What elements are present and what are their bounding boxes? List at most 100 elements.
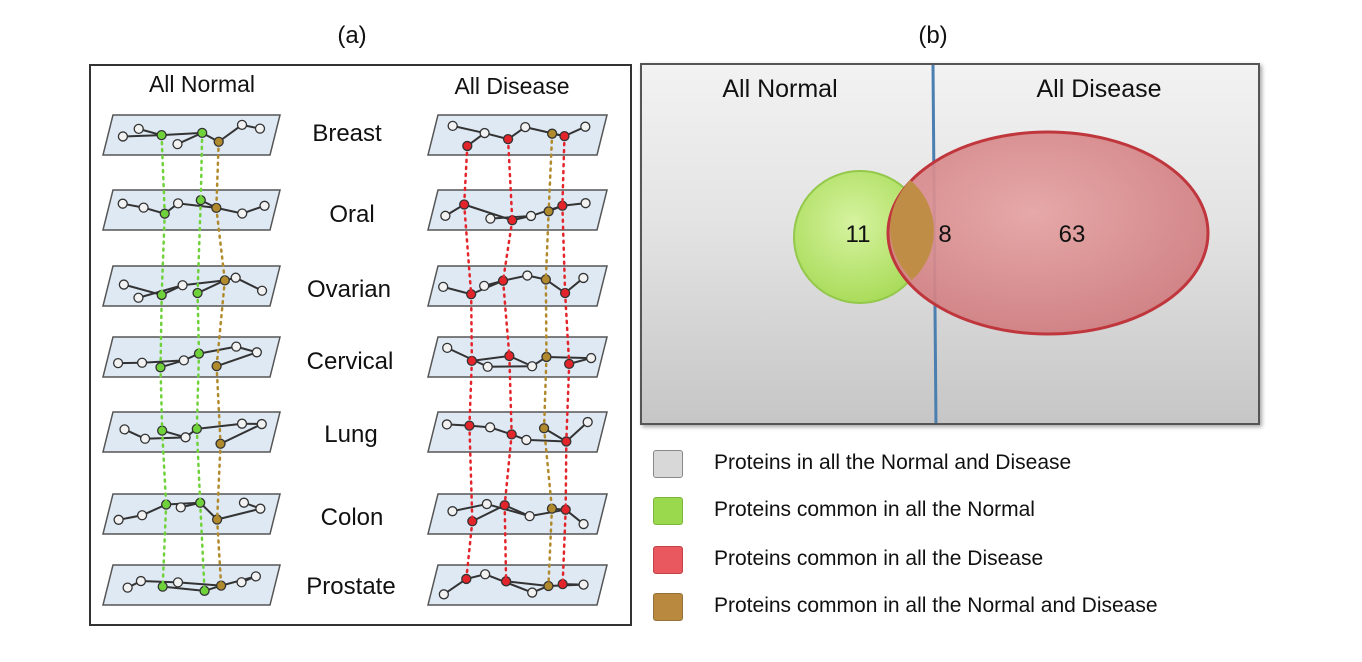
disease-dotted-link <box>465 520 474 581</box>
disease-network-node <box>484 422 496 433</box>
shared-dotted-link <box>215 279 227 368</box>
disease-network-edge <box>526 438 567 443</box>
legend-text: Proteins common in all the Normal <box>714 498 1035 521</box>
disease-network-node <box>582 416 593 428</box>
normal-network-edge <box>177 202 217 209</box>
shared-dotted-link <box>215 140 220 210</box>
normal-network-node <box>251 347 263 358</box>
shared-dotted-link <box>542 427 554 510</box>
disease-network-node <box>578 272 589 284</box>
tissue-label-lung: Lung <box>324 421 378 448</box>
disease-network-node <box>521 434 532 446</box>
disease-network-node <box>520 121 531 133</box>
normal-network-node <box>119 424 130 435</box>
normal-network-node <box>117 131 129 142</box>
tissue-label-cervical: Cervical <box>306 348 394 375</box>
disease-network-node <box>438 589 450 600</box>
disease-network-node <box>580 198 591 209</box>
normal-network-node <box>231 341 242 352</box>
normal-dotted-link <box>196 291 201 355</box>
normal-network-node <box>256 285 268 296</box>
normal-network-node <box>237 208 248 219</box>
disease-network-edge <box>452 503 488 513</box>
shared-dotted-link <box>215 518 223 587</box>
normal-network-node <box>254 123 266 134</box>
normal-network-node <box>236 119 248 130</box>
disease-network-node <box>485 213 496 224</box>
disease-network-node <box>527 587 538 598</box>
normal-network-node <box>172 198 184 209</box>
disease-dotted-link <box>565 362 571 443</box>
normal-network-node <box>117 198 128 209</box>
disease-dotted-link <box>462 203 473 296</box>
disease-dotted-link <box>564 440 568 511</box>
panel-b-label: (b) <box>918 22 948 49</box>
normal-network-edge <box>182 279 225 287</box>
normal-network-edge <box>140 580 178 584</box>
normal-dotted-link <box>160 133 166 215</box>
normal-network-node <box>250 571 262 582</box>
disease-dotted-link <box>508 354 513 436</box>
tissue-label-ovarian: Ovarian <box>306 276 392 303</box>
normal-network-node <box>136 357 148 368</box>
normal-network-node <box>256 418 267 430</box>
disease-network-plane <box>427 411 608 453</box>
disease-network-edge <box>505 580 549 587</box>
normal-network-edge <box>122 134 162 138</box>
disease-network-node <box>441 419 453 430</box>
normal-network-node <box>113 514 124 525</box>
shared-dotted-link <box>215 364 222 446</box>
disease-dotted-link <box>501 279 511 358</box>
disease-network-node <box>442 342 453 354</box>
disease-dotted-link <box>501 218 514 282</box>
disease-network-node <box>440 210 451 221</box>
legend-swatch-gray <box>653 450 683 478</box>
disease-network-node <box>522 270 533 281</box>
disease-network-node <box>578 579 589 590</box>
panel-b-disease-title: All Disease <box>1036 75 1162 103</box>
shared-dotted-link <box>542 355 548 430</box>
normal-network-edge <box>216 351 258 368</box>
normal-network-node <box>175 502 186 513</box>
legend-text: Proteins in all the Normal and Disease <box>714 451 1072 474</box>
panel-a-normal-title: All Normal <box>148 71 256 97</box>
disease-network-plane <box>427 114 608 156</box>
disease-dotted-link <box>561 204 567 295</box>
normal-dotted-link <box>198 501 206 593</box>
disease-network-edge <box>452 124 485 135</box>
disease-dotted-link <box>503 433 513 507</box>
normal-network-node <box>139 433 151 444</box>
normal-network-node <box>136 510 148 521</box>
normal-dotted-link <box>159 293 163 369</box>
normal-network-edge <box>220 423 263 445</box>
venn-normal-only-count: 11 <box>845 221 871 248</box>
disease-network-node <box>578 518 589 530</box>
normal-network-node <box>133 123 144 135</box>
shared-dotted-link <box>547 132 554 213</box>
normal-network-node <box>177 280 188 291</box>
tissue-label-oral: Oral <box>329 201 375 228</box>
disease-network-node <box>524 510 535 522</box>
disease-network-node <box>525 210 537 222</box>
normal-dotted-link <box>195 427 202 505</box>
panel-a-disease-title: All Disease <box>454 73 570 99</box>
disease-dotted-link <box>561 134 566 208</box>
normal-network-edge <box>142 359 184 364</box>
disease-network-node <box>447 120 458 132</box>
normal-network-node <box>230 272 241 283</box>
disease-network-node <box>438 281 449 293</box>
normal-network-plane <box>102 114 281 156</box>
legend-swatch-red <box>653 546 683 574</box>
venn-shared-count: 8 <box>938 221 952 248</box>
normal-network-node <box>180 432 191 443</box>
normal-dotted-link <box>160 212 166 297</box>
normal-network-edge <box>162 585 205 592</box>
disease-network-edge <box>486 503 530 518</box>
normal-network-node <box>255 503 266 514</box>
legend-swatch-brown <box>653 593 683 621</box>
disease-network-node <box>479 280 490 292</box>
disease-network-node <box>479 127 490 139</box>
normal-network-node <box>236 577 247 588</box>
disease-network-plane <box>427 336 608 378</box>
disease-circle <box>886 130 1210 336</box>
